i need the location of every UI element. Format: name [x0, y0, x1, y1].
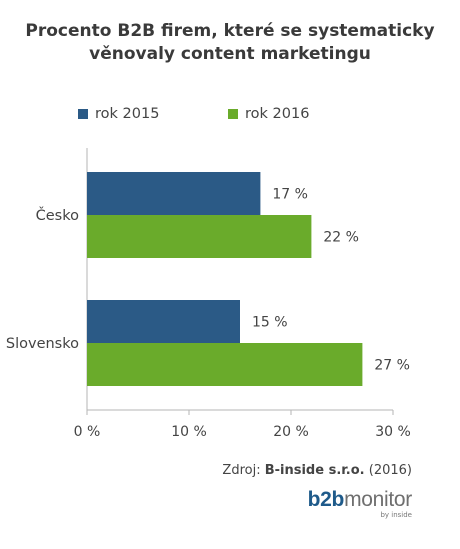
source-prefix: Zdroj:: [222, 463, 265, 478]
b2bmonitor-logo: b2bmonitor by inside: [307, 488, 413, 520]
logo-monitor: monitor: [344, 488, 412, 511]
bar-value-label: 17 %: [272, 187, 308, 203]
x-tick-label: 20 %: [273, 424, 309, 440]
chart-title-line-1: Procento B2B firem, které se systematick…: [25, 21, 435, 41]
source-name: B-inside s.r.o.: [264, 463, 365, 478]
source-note: Zdroj: B-inside s.r.o. (2016): [222, 463, 412, 478]
legend-swatch-2015: [78, 109, 88, 119]
bar: [87, 215, 312, 258]
bar: [87, 172, 261, 215]
category-label: Česko: [36, 206, 79, 224]
source-year: (2016): [364, 463, 412, 478]
bar-value-label: 15 %: [252, 315, 288, 331]
logo-b2b: b2b: [307, 488, 345, 511]
bar: [87, 300, 240, 343]
legend-item-2016: rok 2016: [228, 106, 309, 122]
logo-byline: by inside: [380, 511, 412, 519]
legend-label-2015: rok 2015: [95, 106, 160, 122]
x-tick-label: 0 %: [74, 424, 101, 440]
bar-chart: 0 % 10 % 20 % 30 % 17 % 22 % Česko 15 % 27 % Slov…: [6, 148, 411, 440]
chart-title-line-2: věnovaly content marketingu: [89, 44, 371, 64]
bar: [87, 343, 363, 386]
x-tick-label: 30 %: [375, 424, 411, 440]
bar-value-label: 27 %: [374, 358, 410, 374]
legend-item-2015: rok 2015: [78, 106, 159, 122]
legend-swatch-2016: [228, 109, 238, 119]
category-label: Slovensko: [6, 336, 79, 352]
legend-label-2016: rok 2016: [245, 106, 310, 122]
bar-value-label: 22 %: [323, 230, 359, 246]
logo-wordmark: b2bmonitor: [307, 488, 413, 511]
x-tick-label: 10 %: [171, 424, 207, 440]
chart-title: Procento B2B firem, které se systematick…: [0, 20, 460, 66]
